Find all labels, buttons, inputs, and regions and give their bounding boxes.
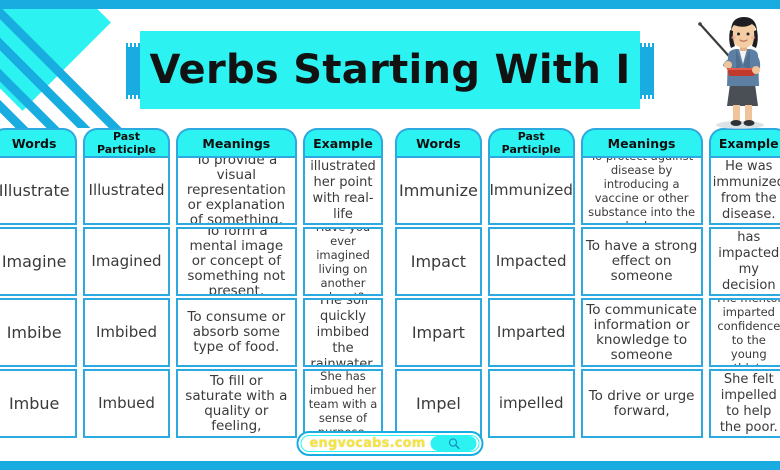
cell-example: He was immunized from the disease. bbox=[708, 156, 780, 225]
cell-meaning: To consume or absorb some type of food. bbox=[175, 298, 298, 367]
cell-word: Impel bbox=[395, 369, 482, 438]
cell-word: Immunize bbox=[395, 156, 482, 225]
cell-word: Imagine bbox=[0, 227, 78, 296]
column-header-meanings: Meanings bbox=[580, 128, 703, 156]
cell-word: Impact bbox=[395, 227, 482, 296]
diagonal-stripes-icon bbox=[0, 0, 135, 128]
cell-participle: Immunized bbox=[487, 156, 575, 225]
cell-meaning: To fill or saturate with a quality or fe… bbox=[175, 369, 298, 438]
table-row: Impact Impacted To have a strong effect … bbox=[392, 227, 780, 296]
cell-example: His advice has impacted my decision grea… bbox=[708, 227, 780, 296]
column-header-past-participle: Past Participle bbox=[83, 128, 170, 156]
cell-example: He illustrated her point with real-life … bbox=[303, 156, 383, 225]
banner-body: Verbs Starting With I bbox=[140, 31, 640, 109]
cell-example: Have you ever imagined living on another… bbox=[303, 227, 383, 296]
page-title: Verbs Starting With I bbox=[149, 47, 631, 93]
cell-participle: Imparted bbox=[487, 298, 575, 367]
table-row: Impel impelled To drive or urge forward,… bbox=[392, 369, 780, 438]
table-header-row: Words Past Participle Meanings Example bbox=[0, 128, 386, 156]
right-table: Words Past Participle Meanings Example I… bbox=[392, 128, 780, 438]
site-watermark[interactable]: engvocabs.com bbox=[296, 431, 484, 456]
cell-example: The mentor imparted confidence to the yo… bbox=[708, 298, 780, 367]
cell-meaning: To form a mental image or concept of som… bbox=[175, 227, 298, 296]
search-icon[interactable] bbox=[430, 436, 477, 451]
corner-stripes-decoration bbox=[0, 0, 135, 128]
left-table: Words Past Participle Meanings Example I… bbox=[0, 128, 386, 438]
table-row: Imagine Imagined To form a mental image … bbox=[0, 227, 386, 296]
cell-participle: Imbued bbox=[83, 369, 170, 438]
cell-word: Illustrate bbox=[0, 156, 78, 225]
cell-word: Imbibe bbox=[0, 298, 78, 367]
site-watermark-inner: engvocabs.com bbox=[300, 435, 480, 452]
cell-meaning: To drive or urge forward, bbox=[580, 369, 703, 438]
cell-participle: Illustrated bbox=[83, 156, 170, 225]
title-banner: Verbs Starting With I bbox=[126, 31, 654, 109]
cell-participle: impelled bbox=[487, 369, 575, 438]
teacher-pointer-icon bbox=[692, 8, 772, 130]
cell-example: She has imbued her team with a sense of … bbox=[303, 369, 383, 438]
cell-meaning: To protect against disease by introducin… bbox=[580, 156, 703, 225]
bottom-accent-bar bbox=[0, 461, 780, 470]
site-url-label: engvocabs.com bbox=[309, 436, 426, 451]
table-row: Imbue Imbued To fill or saturate with a … bbox=[0, 369, 386, 438]
cell-participle: Imagined bbox=[83, 227, 170, 296]
table-row: Imbibe Imbibed To consume or absorb some… bbox=[0, 298, 386, 367]
table-row: Immunize Immunized To protect against di… bbox=[392, 156, 780, 225]
cell-word: Impart bbox=[395, 298, 482, 367]
table-row: Impart Imparted To communicate informati… bbox=[392, 298, 780, 367]
top-accent-bar bbox=[0, 0, 780, 9]
cell-meaning: To communicate information or knowledge … bbox=[580, 298, 703, 367]
cell-meaning: To provide a visual representation or ex… bbox=[175, 156, 298, 225]
cell-participle: Imbibed bbox=[83, 298, 170, 367]
table-header-row: Words Past Participle Meanings Example bbox=[392, 128, 780, 156]
vocabulary-tables: Words Past Participle Meanings Example I… bbox=[0, 128, 780, 438]
column-header-meanings: Meanings bbox=[175, 128, 298, 156]
cell-example: The soil quickly imbibed the rainwater. bbox=[303, 298, 383, 367]
column-header-past-participle: Past Participle bbox=[487, 128, 575, 156]
column-header-words: Words bbox=[395, 128, 482, 156]
cell-participle: Impacted bbox=[487, 227, 575, 296]
column-header-words: Words bbox=[0, 128, 78, 156]
table-row: Illustrate Illustrated To provide a visu… bbox=[0, 156, 386, 225]
column-header-example: Example bbox=[303, 128, 383, 156]
cell-word: Imbue bbox=[0, 369, 78, 438]
cell-example: She felt impelled to help the poor. bbox=[708, 369, 780, 438]
cell-meaning: To have a strong effect on someone bbox=[580, 227, 703, 296]
column-header-example: Example bbox=[708, 128, 780, 156]
